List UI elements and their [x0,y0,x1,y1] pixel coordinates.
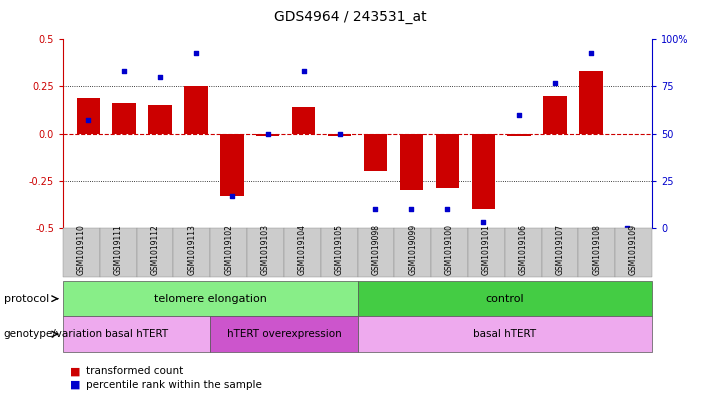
Text: protocol: protocol [4,294,49,304]
Point [118,68,130,75]
Point [154,74,165,80]
Bar [328,134,351,136]
Text: GSM1019113: GSM1019113 [187,224,196,275]
Text: GSM1019103: GSM1019103 [261,224,270,275]
Bar [543,96,566,134]
Text: GSM1019108: GSM1019108 [592,224,601,275]
Point [406,206,417,212]
Bar [149,105,172,134]
Text: GSM1019101: GSM1019101 [482,224,491,275]
Bar [76,98,100,134]
Text: GSM1019112: GSM1019112 [151,224,160,275]
Bar [400,134,423,190]
Bar [184,86,207,134]
Text: GSM1019100: GSM1019100 [445,224,454,275]
Bar [292,107,315,134]
Point [262,130,273,137]
Text: GSM1019102: GSM1019102 [224,224,233,275]
Text: GSM1019107: GSM1019107 [555,224,564,275]
Point [550,79,561,86]
Point [226,193,238,199]
Point [191,50,202,56]
Text: GSM1019104: GSM1019104 [298,224,307,275]
Bar [508,134,531,136]
Point [442,206,453,212]
Bar [435,134,459,188]
Point [83,117,94,123]
Text: genotype/variation: genotype/variation [4,329,102,339]
Point [513,112,524,118]
Text: GDS4964 / 243531_at: GDS4964 / 243531_at [274,10,427,24]
Text: GSM1019099: GSM1019099 [408,224,417,275]
Text: GSM1019110: GSM1019110 [77,224,86,275]
Bar [364,134,387,171]
Bar [112,103,136,134]
Bar [220,134,243,196]
Point [334,130,345,137]
Text: GSM1019111: GSM1019111 [114,224,123,275]
Bar [472,134,495,209]
Point [621,225,632,231]
Point [585,50,597,56]
Text: transformed count: transformed count [86,366,183,376]
Bar [579,72,603,134]
Text: ■: ■ [70,380,81,390]
Text: GSM1019098: GSM1019098 [372,224,381,275]
Text: GSM1019109: GSM1019109 [629,224,638,275]
Text: GSM1019106: GSM1019106 [519,224,528,275]
Text: telomere elongation: telomere elongation [154,294,267,304]
Point [477,219,489,226]
Text: hTERT overexpression: hTERT overexpression [226,329,341,339]
Text: ■: ■ [70,366,81,376]
Text: percentile rank within the sample: percentile rank within the sample [86,380,261,390]
Point [298,68,309,75]
Text: basal hTERT: basal hTERT [473,329,536,339]
Point [370,206,381,212]
Text: basal hTERT: basal hTERT [105,329,168,339]
Bar [256,134,280,136]
Text: GSM1019105: GSM1019105 [334,224,343,275]
Text: control: control [485,294,524,304]
